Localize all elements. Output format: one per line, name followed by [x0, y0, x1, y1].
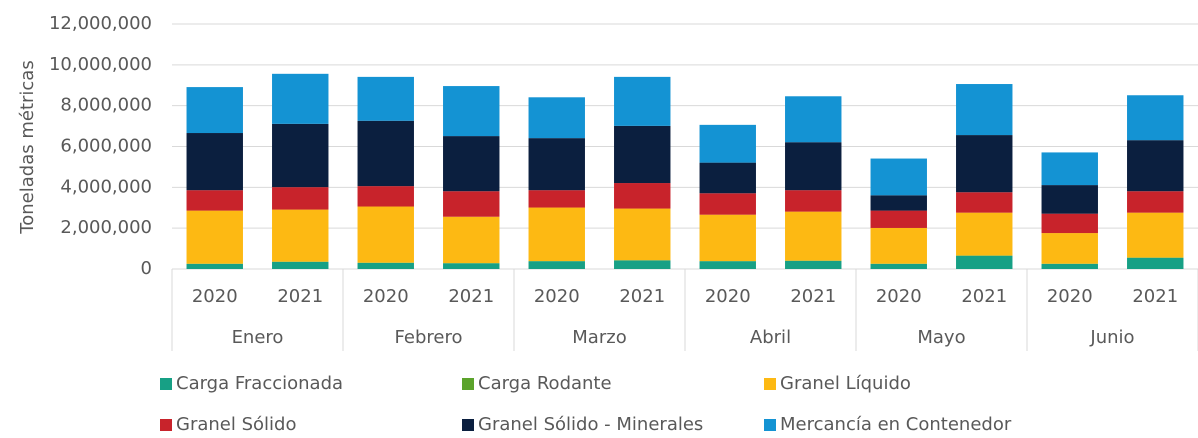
legend-swatch — [160, 378, 172, 390]
bar-segment — [186, 263, 243, 269]
y-tick-label: 4,000,000 — [60, 176, 152, 197]
bar-segment — [870, 210, 927, 228]
group-label: Abril — [750, 327, 791, 348]
legend-swatch — [764, 378, 776, 390]
bar-segment — [186, 210, 243, 264]
bar-segment — [1127, 140, 1184, 192]
bar-segment — [614, 208, 671, 261]
bar-segment — [443, 191, 500, 217]
bar-segment — [357, 120, 414, 187]
bar-segment — [785, 190, 842, 212]
legend-label: Granel Líquido — [780, 373, 911, 394]
legend-label: Granel Sólido - Minerales — [478, 414, 703, 435]
y-tick-label: 8,000,000 — [60, 95, 152, 116]
x-tick-label: 2020 — [192, 286, 238, 307]
bar-segment — [699, 261, 756, 269]
bar-segment — [614, 125, 671, 184]
y-axis-label: Toneladas métricas — [17, 60, 38, 234]
bar-segment — [528, 138, 585, 191]
bar-segment — [870, 158, 927, 196]
bar-segment — [186, 87, 243, 134]
bar-segment — [357, 206, 414, 263]
x-tick-label: 2021 — [277, 286, 323, 307]
bar-segment — [528, 261, 585, 269]
bar-segment — [272, 187, 329, 210]
legend-label: Carga Fraccionada — [176, 373, 343, 394]
bar-segment — [699, 162, 756, 194]
y-tick-label: 12,000,000 — [49, 13, 152, 34]
bar-segment — [443, 86, 500, 137]
bar-segment — [1127, 191, 1184, 213]
x-tick-label: 2021 — [1132, 286, 1178, 307]
bar-segment — [1041, 152, 1098, 186]
x-tick-label: 2021 — [619, 286, 665, 307]
bar-segment — [443, 263, 500, 269]
bar-segment — [1041, 263, 1098, 269]
bar-segment — [186, 133, 243, 191]
y-tick-label: 2,000,000 — [60, 217, 152, 238]
bar-segment — [357, 186, 414, 207]
y-tick-label: 10,000,000 — [49, 54, 152, 75]
y-tick-label: 0 — [141, 258, 152, 279]
group-label: Junio — [1089, 327, 1134, 348]
legend-label: Granel Sólido — [176, 414, 296, 435]
bar-segment — [956, 192, 1013, 213]
bar-segment — [785, 142, 842, 191]
bar-segment — [443, 216, 500, 264]
bar-segment — [186, 190, 243, 211]
x-tick-label: 2021 — [790, 286, 836, 307]
bar-segment — [272, 123, 329, 188]
bar-segment — [443, 136, 500, 192]
x-tick-label: 2020 — [363, 286, 409, 307]
legend-swatch — [462, 378, 474, 390]
y-tick-label: 6,000,000 — [60, 136, 152, 157]
bar-segment — [528, 97, 585, 139]
group-label: Febrero — [395, 327, 463, 348]
x-tick-label: 2021 — [961, 286, 1007, 307]
bar-segment — [699, 193, 756, 215]
x-tick-label: 2021 — [448, 286, 494, 307]
bar-segment — [614, 183, 671, 209]
bar-segment — [528, 190, 585, 208]
bar-segment — [1041, 185, 1098, 214]
legend-swatch — [160, 419, 172, 431]
bar-segment — [870, 263, 927, 269]
bar-segment — [614, 260, 671, 269]
bar-segment — [272, 73, 329, 124]
bar-segment — [956, 135, 1013, 193]
bar-segment — [357, 262, 414, 269]
bar-segment — [699, 214, 756, 262]
group-label: Marzo — [572, 327, 626, 348]
legend-swatch — [764, 419, 776, 431]
bar-segment — [1127, 257, 1184, 269]
bar-segment — [870, 195, 927, 211]
bar-segment — [956, 212, 1013, 256]
group-label: Mayo — [917, 327, 965, 348]
x-tick-label: 2020 — [1047, 286, 1093, 307]
x-tick-label: 2020 — [534, 286, 580, 307]
group-label: Enero — [232, 327, 284, 348]
x-tick-label: 2020 — [705, 286, 751, 307]
bar-segment — [785, 260, 842, 269]
legend-swatch — [462, 419, 474, 431]
legend-label: Carga Rodante — [478, 373, 612, 394]
bar-segment — [785, 211, 842, 261]
legend-label: Mercancía en Contenedor — [780, 414, 1012, 435]
bar-segment — [528, 207, 585, 262]
bar-segment — [1127, 212, 1184, 258]
bar-segment — [956, 255, 1013, 269]
bar-segment — [1127, 95, 1184, 141]
bar-segment — [272, 209, 329, 262]
bar-segment — [870, 227, 927, 264]
bar-segment — [272, 261, 329, 269]
bar-segment — [1041, 213, 1098, 234]
bar-segment — [357, 76, 414, 121]
x-tick-label: 2020 — [876, 286, 922, 307]
bar-segment — [614, 76, 671, 126]
bar-segment — [699, 124, 756, 163]
bar-segment — [1041, 233, 1098, 264]
bar-segment — [785, 96, 842, 143]
bar-segment — [956, 84, 1013, 136]
